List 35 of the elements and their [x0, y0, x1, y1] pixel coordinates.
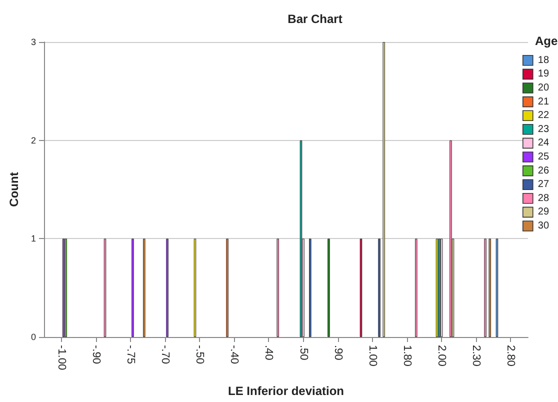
legend-label: 23 [538, 124, 550, 135]
legend-label: 30 [538, 220, 550, 232]
y-tick-label: 2 [30, 135, 36, 146]
x-tick-label: -.40 [228, 345, 240, 364]
y-tick-label: 1 [30, 234, 36, 244]
x-axis-title: LE Inferior deviation [228, 384, 344, 398]
x-tick-label: 1.80 [401, 345, 413, 366]
legend-label: 22 [538, 110, 550, 122]
x-tick-label: -1.00 [55, 345, 68, 370]
y-axis-title: Count [7, 172, 21, 207]
x-tick-label: .40 [262, 345, 275, 360]
y-tick-label: 0 [30, 332, 36, 342]
legend-label: 27 [538, 179, 550, 190]
x-tick-label: 2.80 [504, 345, 517, 366]
legend-label: 26 [538, 165, 550, 176]
legend-label: 29 [538, 206, 550, 218]
y-tick-label: 3 [30, 37, 36, 47]
x-tick-label: -.90 [90, 345, 102, 364]
legend-label: 25 [538, 152, 550, 162]
x-tick-label: 2.30 [470, 345, 482, 366]
legend-title: Age [535, 34, 558, 48]
x-tick-label: -.70 [159, 345, 171, 364]
x-tick-label: .90 [332, 345, 344, 360]
x-tick-label: -.75 [124, 345, 136, 364]
legend-label: 18 [538, 54, 550, 66]
legend-label: 19 [538, 68, 550, 80]
chart-title: Bar Chart [288, 12, 342, 26]
legend-label: 20 [538, 82, 550, 94]
legend-label: 24 [538, 138, 550, 149]
x-tick-label: -.50 [194, 345, 206, 364]
legend-label: 28 [538, 192, 550, 204]
x-tick-label: 1.00 [366, 345, 378, 366]
x-tick-label: .50 [297, 345, 310, 360]
x-tick-label: 2.00 [436, 345, 448, 366]
legend-label: 21 [538, 96, 550, 108]
